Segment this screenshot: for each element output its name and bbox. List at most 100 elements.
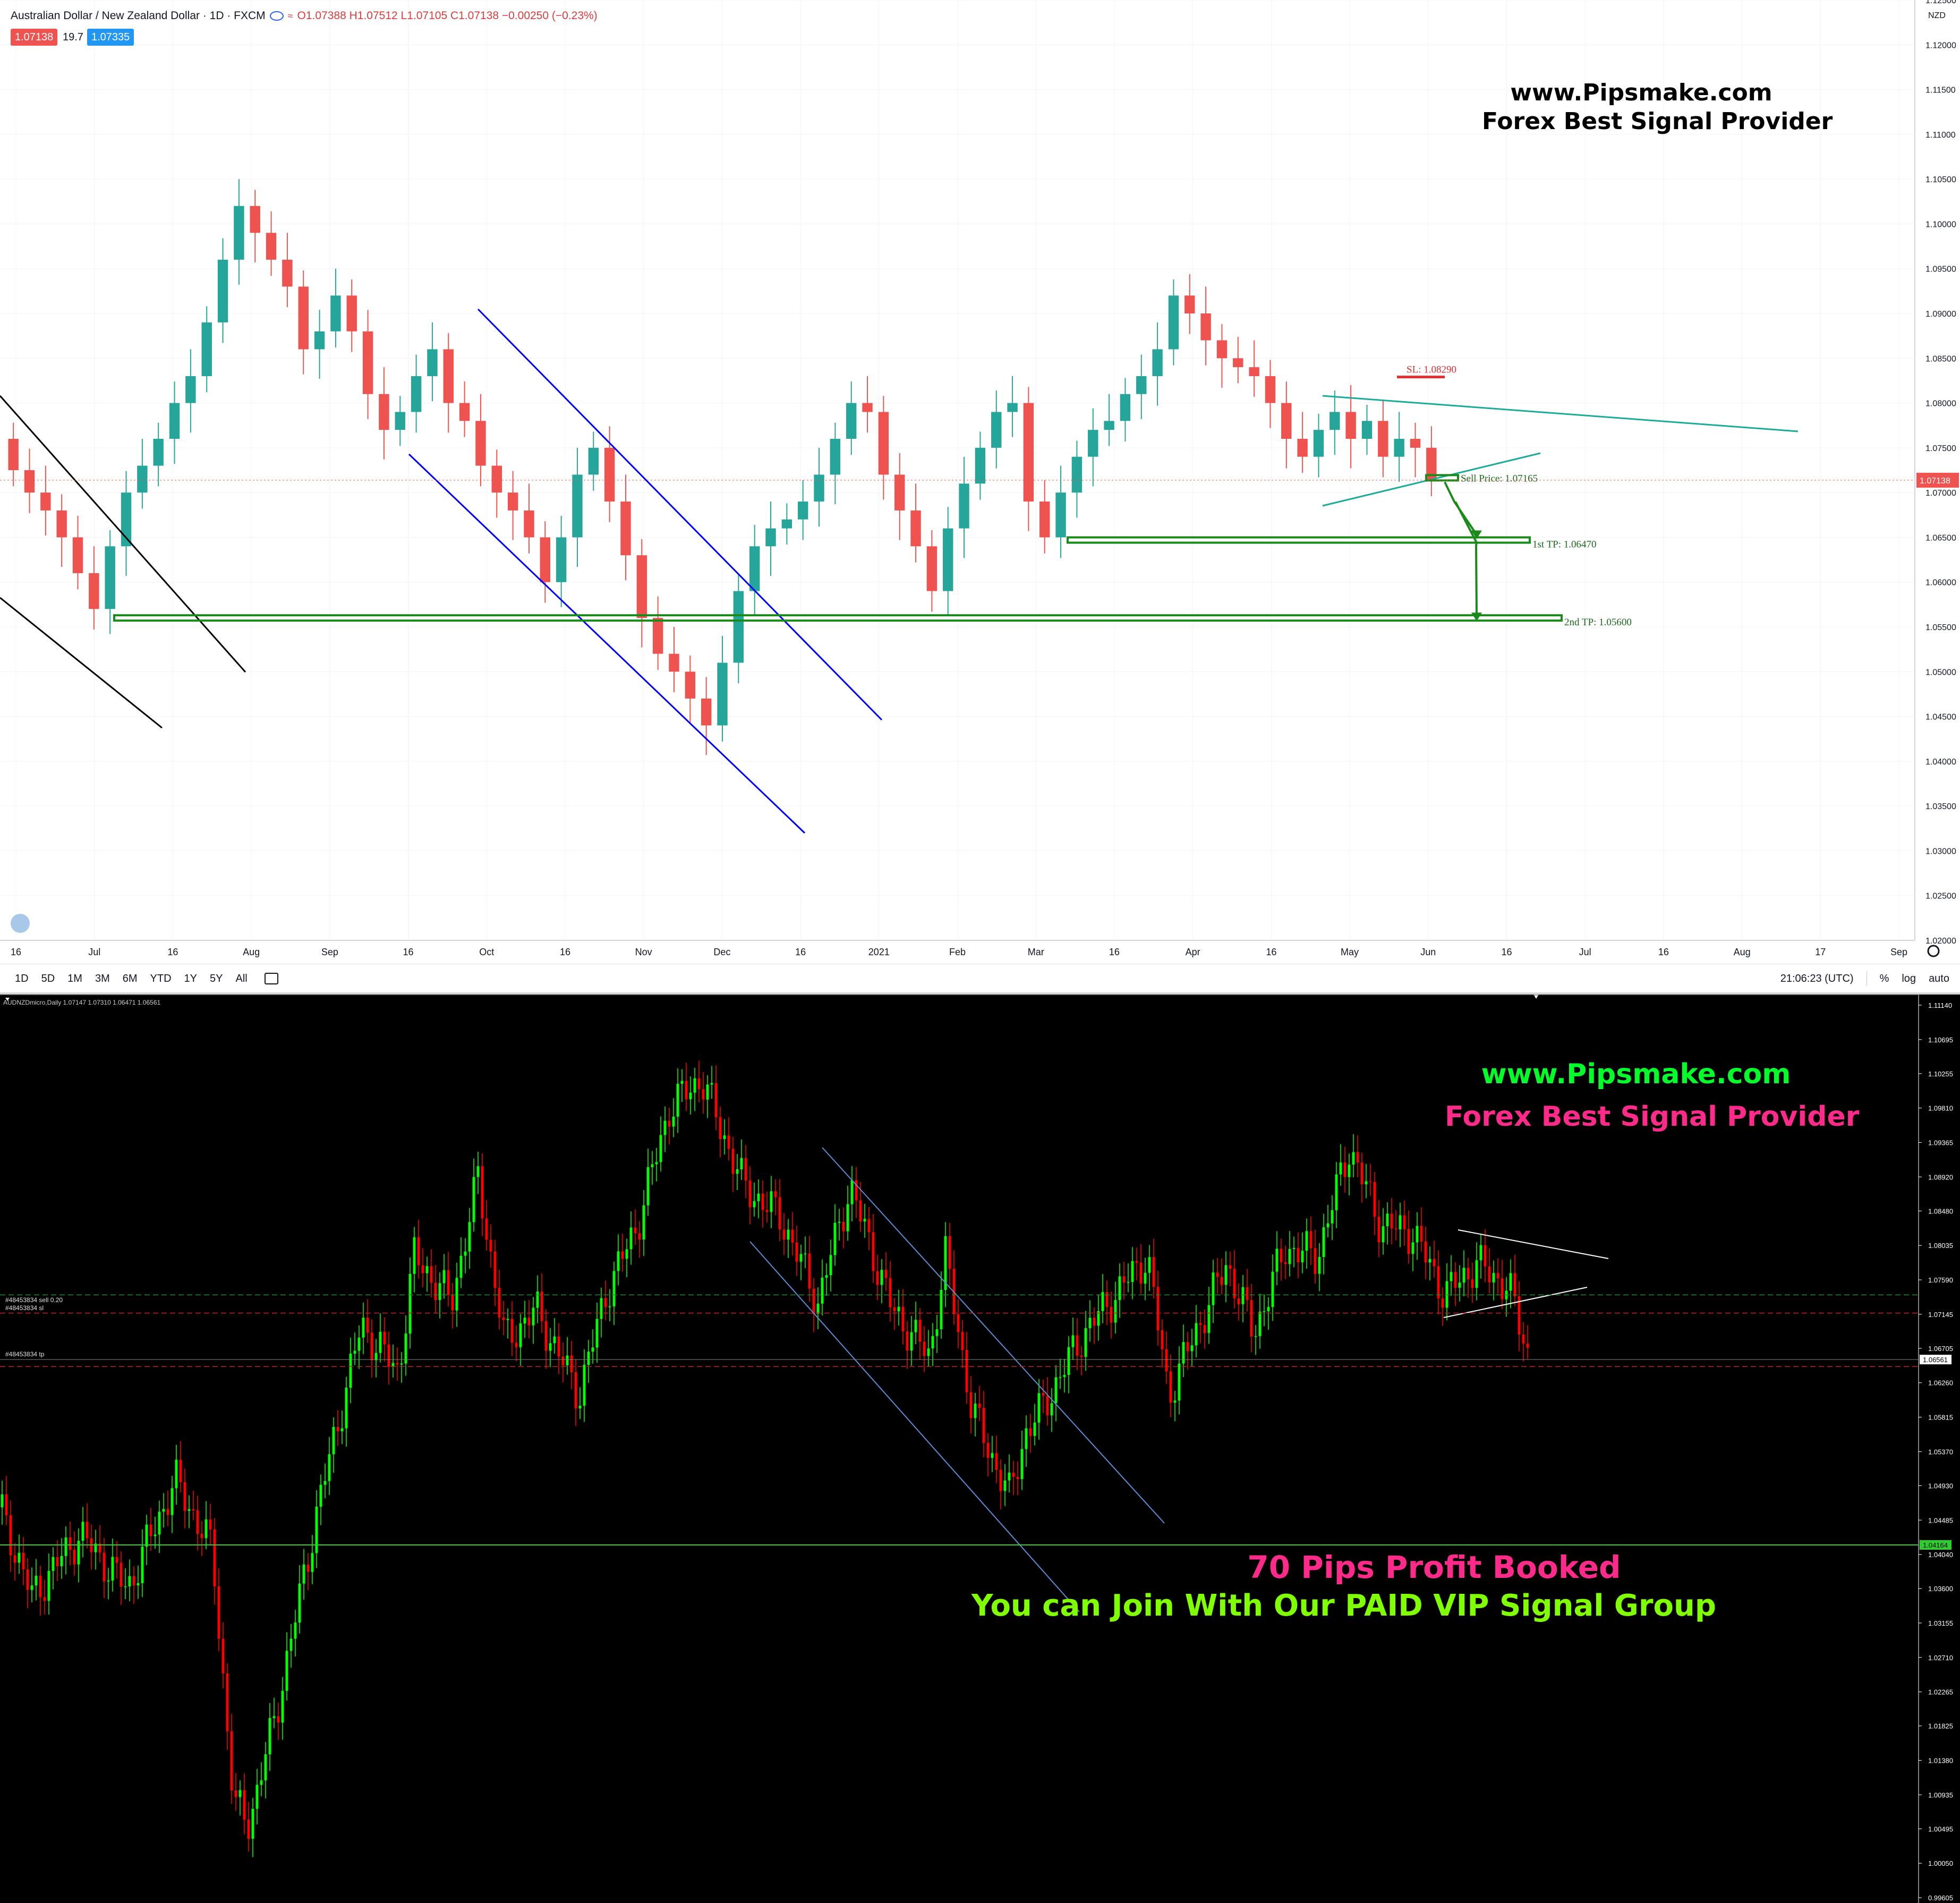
- mt-candle-body: [740, 1158, 743, 1169]
- price-scale[interactable]: 1.12500 1.12000 1.11500 1.11000 1.10500 1.100…: [1925, 0, 1956, 946]
- time-tick: 16: [1266, 947, 1276, 957]
- symbol-title[interactable]: Australian Dollar / New Zealand Dollar ·…: [11, 10, 266, 22]
- candle-body: [443, 349, 454, 403]
- auto-scale-toggle[interactable]: auto: [1929, 972, 1949, 984]
- candle-body: [1055, 492, 1066, 538]
- mt-candle-body: [200, 1534, 203, 1539]
- tp2-level-box[interactable]: [113, 614, 1563, 622]
- timeframe-1m[interactable]: 1M: [67, 972, 82, 984]
- mt-candle-body: [1152, 1257, 1155, 1287]
- timeframe-5y[interactable]: 5Y: [210, 972, 223, 984]
- mt-candle-body: [659, 1135, 662, 1162]
- log-scale-toggle[interactable]: log: [1902, 972, 1916, 984]
- price-tick: 1.02500: [1925, 892, 1956, 901]
- tp1-level-box[interactable]: [1067, 536, 1531, 544]
- candle-body: [524, 510, 534, 538]
- mt-price-tick: 1.09365: [1928, 1139, 1953, 1147]
- mt-candle-body: [213, 1529, 216, 1587]
- tradingview-chart[interactable]: 1.12500 1.12000 1.11500 1.11000 1.10500 1.100…: [0, 0, 1960, 992]
- mt-candle-body: [1042, 1393, 1045, 1396]
- mt-candle-body: [906, 1331, 909, 1351]
- mt-candle-body: [1258, 1311, 1262, 1336]
- mt-candle-body: [421, 1265, 424, 1273]
- mt-price-tick: 1.07145: [1928, 1311, 1953, 1319]
- mt-candle-body: [1050, 1403, 1053, 1416]
- arrow-to-tp2[interactable]: [1454, 501, 1478, 618]
- metatrader-chart[interactable]: 1.11140 1.10695 1.10255 1.09810 1.09365 1.089…: [0, 995, 1960, 1903]
- mt-candle-body: [1224, 1265, 1228, 1285]
- mt-candle-body: [145, 1524, 148, 1547]
- sell-price-chip[interactable]: 1.07138: [11, 29, 58, 46]
- timeframe-5d[interactable]: 5D: [41, 972, 55, 984]
- mt-chart-menu-icon[interactable]: [5, 998, 10, 1001]
- compare-icon[interactable]: [264, 973, 278, 984]
- buy-price-chip[interactable]: 1.07335: [87, 29, 134, 46]
- mt-candle-body: [914, 1320, 917, 1332]
- arrow-to-tp1[interactable]: [1444, 481, 1478, 536]
- mt-price-scale[interactable]: 1.11140 1.10695 1.10255 1.09810 1.09365 1.089…: [1919, 1001, 1953, 1902]
- mt-candle-body: [315, 1507, 318, 1553]
- black-trendline-upper[interactable]: [0, 395, 246, 673]
- position-sl-label[interactable]: #48453834 sl: [5, 1304, 44, 1312]
- timeframe-all[interactable]: All: [235, 972, 248, 984]
- sell-level-box[interactable]: [1425, 474, 1459, 482]
- mt-price-tick: 1.07590: [1928, 1276, 1953, 1284]
- mt-price-tick: 1.11140: [1928, 1001, 1952, 1009]
- mt-shift-marker-icon[interactable]: [1533, 995, 1539, 999]
- wave-icon[interactable]: ≈: [287, 10, 293, 21]
- blue-channel-lower[interactable]: [408, 453, 806, 834]
- mt-candle-body: [1518, 1296, 1521, 1335]
- mt-candle-body: [948, 1236, 951, 1269]
- last-price-tag: [1916, 472, 1959, 488]
- candle-body: [475, 421, 486, 466]
- position-tp-label[interactable]: #48453834 tp: [5, 1350, 45, 1358]
- blue-channel-upper[interactable]: [477, 308, 883, 721]
- candle-body: [991, 412, 1002, 448]
- mt-triangle-upper-line[interactable]: [1458, 1229, 1609, 1259]
- timeframe-6m[interactable]: 6M: [122, 972, 138, 984]
- mt-candle-body: [345, 1387, 348, 1429]
- mt-candle-body: [523, 1318, 526, 1324]
- percent-scale-toggle[interactable]: %: [1879, 972, 1889, 984]
- settings-gear-icon[interactable]: [1927, 945, 1940, 957]
- price-tick: 1.12000: [1925, 41, 1956, 50]
- mt-candle-body: [319, 1484, 322, 1507]
- time-scale[interactable]: 16 Jul 16 Aug Sep 16 Oct 16 Nov Dec 16 2021 Feb Mar 16…: [11, 947, 1907, 957]
- mt-price-tick: 1.04485: [1928, 1516, 1953, 1524]
- mt-price-tick: 1.01825: [1928, 1722, 1953, 1730]
- time-tick: 16: [1501, 947, 1512, 957]
- mt-blue-channel-upper[interactable]: [822, 1147, 1165, 1524]
- mt-candle-body: [302, 1565, 305, 1584]
- mt-candle-body: [578, 1405, 582, 1408]
- candle-body: [1120, 394, 1131, 421]
- mt-price-tick: 1.08035: [1928, 1242, 1953, 1250]
- mt-blue-channel-lower[interactable]: [749, 1241, 1080, 1612]
- mt-candle-body: [13, 1555, 16, 1563]
- timeframe-3m[interactable]: 3M: [95, 972, 110, 984]
- profit-booked-text: 70 Pips Profit Booked: [1247, 1549, 1621, 1585]
- mt-triangle-lower-line[interactable]: [1443, 1287, 1588, 1318]
- mt-candle-body: [1203, 1325, 1206, 1333]
- mt-candle-body: [595, 1319, 599, 1348]
- mt-candle-body: [30, 1585, 33, 1590]
- candle-body: [701, 698, 712, 726]
- visibility-eye-icon[interactable]: [269, 11, 284, 21]
- mt-candle-body: [35, 1575, 38, 1586]
- black-trendline-lower[interactable]: [0, 597, 163, 729]
- mt-candle-body: [1386, 1213, 1389, 1227]
- mt-candle-body: [1348, 1165, 1351, 1177]
- mt-candle-body: [910, 1332, 913, 1351]
- timeframe-ytd[interactable]: YTD: [150, 972, 172, 984]
- position-sell-label[interactable]: #48453834 sell 0.20: [5, 1296, 63, 1304]
- mt-candle-body: [1199, 1323, 1202, 1326]
- candle-body: [298, 286, 309, 350]
- timeframe-1y[interactable]: 1Y: [184, 972, 198, 984]
- mt-candle-body: [1118, 1276, 1121, 1301]
- mt-price-tick: 1.06705: [1928, 1345, 1953, 1353]
- triangle-upper-line[interactable]: [1322, 395, 1799, 432]
- mt-candle-body: [1280, 1248, 1283, 1262]
- mt-candle-body: [103, 1552, 106, 1582]
- mt-candle-body: [434, 1282, 437, 1301]
- mt-candle-body: [1029, 1428, 1032, 1436]
- timeframe-1d[interactable]: 1D: [15, 972, 29, 984]
